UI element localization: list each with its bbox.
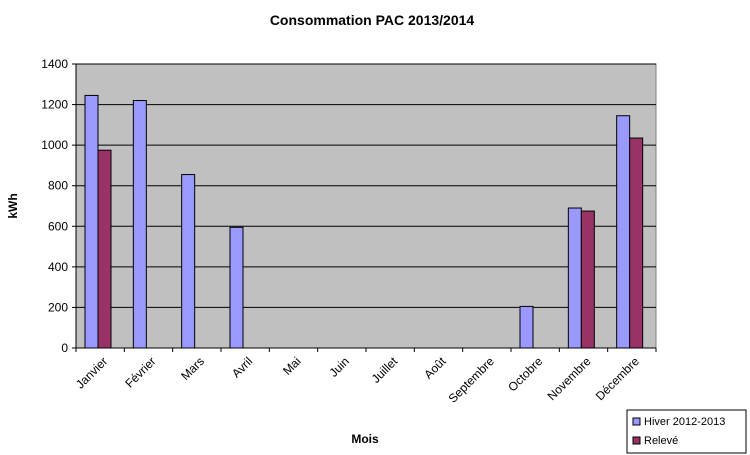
x-tick-label: Février (122, 354, 158, 390)
y-tick-label: 1000 (41, 138, 68, 152)
plot-area (75, 63, 657, 349)
x-tick-label: Mars (178, 354, 207, 383)
x-tick-label: Septembre (446, 354, 498, 406)
bar-releve-10 (580, 210, 595, 349)
y-tick-label: 600 (48, 219, 68, 233)
x-axis-label: Mois (351, 432, 379, 446)
chart-title: Consommation PAC 2013/2014 (270, 12, 475, 28)
bar-releve-11 (629, 137, 644, 349)
x-tick-label: Janvier (73, 354, 110, 391)
legend-label: Hiver 2012-2013 (644, 416, 725, 428)
bar-releve-0 (97, 149, 112, 349)
bar-hiver-10 (567, 207, 582, 349)
legend-label: Relevé (644, 435, 678, 447)
x-tick-label: Avril (229, 354, 255, 380)
bar-hiver-11 (616, 115, 631, 349)
x-tick-label: Décembre (593, 354, 642, 403)
x-tick-label: Mai (280, 354, 304, 378)
x-tick-label: Août (421, 354, 449, 382)
y-tick-label: 0 (61, 341, 68, 355)
y-tick-label: 800 (48, 179, 68, 193)
y-tick-label: 400 (48, 260, 68, 274)
legend-swatch (632, 417, 641, 426)
x-tick-label: Novembre (545, 354, 594, 403)
legend-box (626, 409, 747, 454)
y-tick-label: 200 (48, 300, 68, 314)
bar-hiver-0 (84, 94, 99, 349)
y-tick-label: 1400 (41, 57, 68, 71)
bar-hiver-3 (229, 226, 244, 349)
x-tick-label: Juillet (369, 354, 401, 386)
x-tick-label: Octobre (505, 354, 545, 394)
legend-swatch (632, 436, 641, 445)
y-axis-label: kWh (6, 193, 20, 218)
bar-hiver-2 (181, 174, 196, 349)
bar-hiver-1 (132, 100, 147, 349)
y-tick-label: 1200 (41, 98, 68, 112)
x-tick-label: Juin (326, 354, 351, 379)
bar-hiver-9 (519, 305, 534, 349)
